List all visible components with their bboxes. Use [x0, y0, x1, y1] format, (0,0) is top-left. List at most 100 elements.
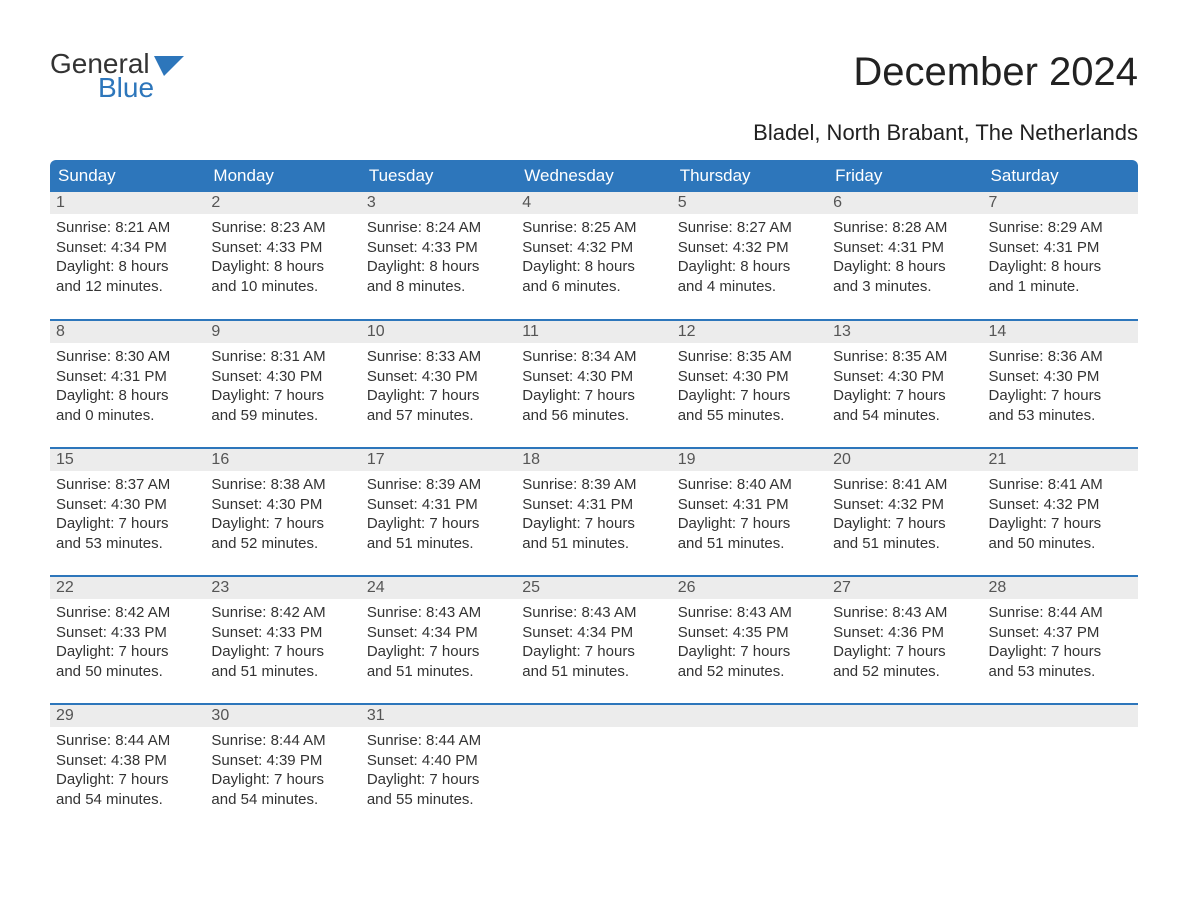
- daylight-text-1: Daylight: 7 hours: [211, 386, 354, 406]
- sunset-text: Sunset: 4:30 PM: [989, 367, 1132, 387]
- day-number: 21: [983, 449, 1138, 471]
- sunrise-text: Sunrise: 8:23 AM: [211, 218, 354, 238]
- day-details: Sunrise: 8:28 AMSunset: 4:31 PMDaylight:…: [827, 214, 982, 302]
- day-details: Sunrise: 8:34 AMSunset: 4:30 PMDaylight:…: [516, 343, 671, 431]
- calendar-day-cell: 19Sunrise: 8:40 AMSunset: 4:31 PMDayligh…: [672, 448, 827, 576]
- daylight-text-1: Daylight: 7 hours: [833, 642, 976, 662]
- daylight-text-1: Daylight: 8 hours: [678, 257, 821, 277]
- daylight-text-2: and 12 minutes.: [56, 277, 199, 297]
- calendar-day-cell: 10Sunrise: 8:33 AMSunset: 4:30 PMDayligh…: [361, 320, 516, 448]
- day-details: Sunrise: 8:35 AMSunset: 4:30 PMDaylight:…: [672, 343, 827, 431]
- daylight-text-2: and 51 minutes.: [211, 662, 354, 682]
- daylight-text-2: and 55 minutes.: [678, 406, 821, 426]
- sunrise-text: Sunrise: 8:38 AM: [211, 475, 354, 495]
- daylight-text-2: and 6 minutes.: [522, 277, 665, 297]
- daylight-text-1: Daylight: 7 hours: [56, 642, 199, 662]
- calendar-day-cell: [516, 704, 671, 832]
- daylight-text-1: Daylight: 7 hours: [367, 386, 510, 406]
- sunrise-text: Sunrise: 8:43 AM: [833, 603, 976, 623]
- day-details: Sunrise: 8:44 AMSunset: 4:39 PMDaylight:…: [205, 727, 360, 815]
- calendar-day-cell: 20Sunrise: 8:41 AMSunset: 4:32 PMDayligh…: [827, 448, 982, 576]
- calendar-day-cell: 13Sunrise: 8:35 AMSunset: 4:30 PMDayligh…: [827, 320, 982, 448]
- sunrise-text: Sunrise: 8:25 AM: [522, 218, 665, 238]
- sunrise-text: Sunrise: 8:41 AM: [833, 475, 976, 495]
- day-details: Sunrise: 8:40 AMSunset: 4:31 PMDaylight:…: [672, 471, 827, 559]
- sunrise-text: Sunrise: 8:33 AM: [367, 347, 510, 367]
- daylight-text-2: and 50 minutes.: [989, 534, 1132, 554]
- sunset-text: Sunset: 4:34 PM: [522, 623, 665, 643]
- daylight-text-1: Daylight: 7 hours: [211, 514, 354, 534]
- daylight-text-1: Daylight: 8 hours: [367, 257, 510, 277]
- daylight-text-2: and 1 minute.: [989, 277, 1132, 297]
- daylight-text-1: Daylight: 7 hours: [833, 514, 976, 534]
- daylight-text-2: and 53 minutes.: [989, 406, 1132, 426]
- sunset-text: Sunset: 4:33 PM: [56, 623, 199, 643]
- day-details: Sunrise: 8:39 AMSunset: 4:31 PMDaylight:…: [516, 471, 671, 559]
- daylight-text-1: Daylight: 7 hours: [211, 642, 354, 662]
- day-number: 25: [516, 577, 671, 599]
- day-number: 26: [672, 577, 827, 599]
- daylight-text-2: and 53 minutes.: [56, 534, 199, 554]
- daylight-text-1: Daylight: 7 hours: [833, 386, 976, 406]
- day-number: 6: [827, 192, 982, 214]
- daylight-text-2: and 55 minutes.: [367, 790, 510, 810]
- daylight-text-2: and 54 minutes.: [56, 790, 199, 810]
- calendar-day-cell: 3Sunrise: 8:24 AMSunset: 4:33 PMDaylight…: [361, 192, 516, 320]
- day-details: Sunrise: 8:41 AMSunset: 4:32 PMDaylight:…: [983, 471, 1138, 559]
- daylight-text-1: Daylight: 7 hours: [989, 642, 1132, 662]
- daylight-text-2: and 8 minutes.: [367, 277, 510, 297]
- calendar-day-cell: 27Sunrise: 8:43 AMSunset: 4:36 PMDayligh…: [827, 576, 982, 704]
- sunset-text: Sunset: 4:30 PM: [833, 367, 976, 387]
- calendar-day-cell: 2Sunrise: 8:23 AMSunset: 4:33 PMDaylight…: [205, 192, 360, 320]
- daylight-text-1: Daylight: 7 hours: [678, 386, 821, 406]
- daylight-text-2: and 56 minutes.: [522, 406, 665, 426]
- sunrise-text: Sunrise: 8:44 AM: [56, 731, 199, 751]
- sunrise-text: Sunrise: 8:43 AM: [522, 603, 665, 623]
- daylight-text-2: and 52 minutes.: [833, 662, 976, 682]
- sunset-text: Sunset: 4:35 PM: [678, 623, 821, 643]
- daylight-text-1: Daylight: 7 hours: [678, 514, 821, 534]
- sunrise-text: Sunrise: 8:39 AM: [367, 475, 510, 495]
- calendar-day-cell: 22Sunrise: 8:42 AMSunset: 4:33 PMDayligh…: [50, 576, 205, 704]
- calendar-day-cell: 7Sunrise: 8:29 AMSunset: 4:31 PMDaylight…: [983, 192, 1138, 320]
- daylight-text-2: and 52 minutes.: [211, 534, 354, 554]
- day-number: 16: [205, 449, 360, 471]
- daylight-text-1: Daylight: 7 hours: [989, 386, 1132, 406]
- daylight-text-1: Daylight: 7 hours: [56, 770, 199, 790]
- sunrise-text: Sunrise: 8:21 AM: [56, 218, 199, 238]
- sunrise-text: Sunrise: 8:42 AM: [211, 603, 354, 623]
- day-details: Sunrise: 8:44 AMSunset: 4:40 PMDaylight:…: [361, 727, 516, 815]
- calendar-day-cell: 31Sunrise: 8:44 AMSunset: 4:40 PMDayligh…: [361, 704, 516, 832]
- calendar-week-row: 15Sunrise: 8:37 AMSunset: 4:30 PMDayligh…: [50, 448, 1138, 576]
- day-number: 27: [827, 577, 982, 599]
- day-number: 4: [516, 192, 671, 214]
- sunrise-text: Sunrise: 8:41 AM: [989, 475, 1132, 495]
- daylight-text-1: Daylight: 8 hours: [522, 257, 665, 277]
- sunrise-text: Sunrise: 8:31 AM: [211, 347, 354, 367]
- sunrise-text: Sunrise: 8:28 AM: [833, 218, 976, 238]
- sunrise-text: Sunrise: 8:39 AM: [522, 475, 665, 495]
- daylight-text-1: Daylight: 7 hours: [211, 770, 354, 790]
- daylight-text-2: and 50 minutes.: [56, 662, 199, 682]
- day-details: Sunrise: 8:44 AMSunset: 4:37 PMDaylight:…: [983, 599, 1138, 687]
- daylight-text-1: Daylight: 8 hours: [56, 257, 199, 277]
- calendar-day-cell: 25 Sunrise: 8:43 AMSunset: 4:34 PMDayligh…: [516, 576, 671, 704]
- daylight-text-2: and 53 minutes.: [989, 662, 1132, 682]
- sunset-text: Sunset: 4:40 PM: [367, 751, 510, 771]
- sunset-text: Sunset: 4:30 PM: [211, 367, 354, 387]
- daylight-text-2: and 59 minutes.: [211, 406, 354, 426]
- daylight-text-1: Daylight: 8 hours: [989, 257, 1132, 277]
- calendar-day-cell: 14Sunrise: 8:36 AMSunset: 4:30 PMDayligh…: [983, 320, 1138, 448]
- sunset-text: Sunset: 4:32 PM: [833, 495, 976, 515]
- weekday-header: Wednesday: [516, 160, 671, 192]
- calendar-day-cell: 24Sunrise: 8:43 AMSunset: 4:34 PMDayligh…: [361, 576, 516, 704]
- day-details: Sunrise: 8:23 AMSunset: 4:33 PMDaylight:…: [205, 214, 360, 302]
- daylight-text-1: Daylight: 7 hours: [367, 642, 510, 662]
- sunrise-text: Sunrise: 8:43 AM: [678, 603, 821, 623]
- daylight-text-1: Daylight: 7 hours: [522, 642, 665, 662]
- day-number: 23: [205, 577, 360, 599]
- day-number: 11: [516, 321, 671, 343]
- header: General Blue December 2024: [50, 50, 1138, 102]
- calendar-day-cell: 1Sunrise: 8:21 AMSunset: 4:34 PMDaylight…: [50, 192, 205, 320]
- calendar-day-cell: 17Sunrise: 8:39 AMSunset: 4:31 PMDayligh…: [361, 448, 516, 576]
